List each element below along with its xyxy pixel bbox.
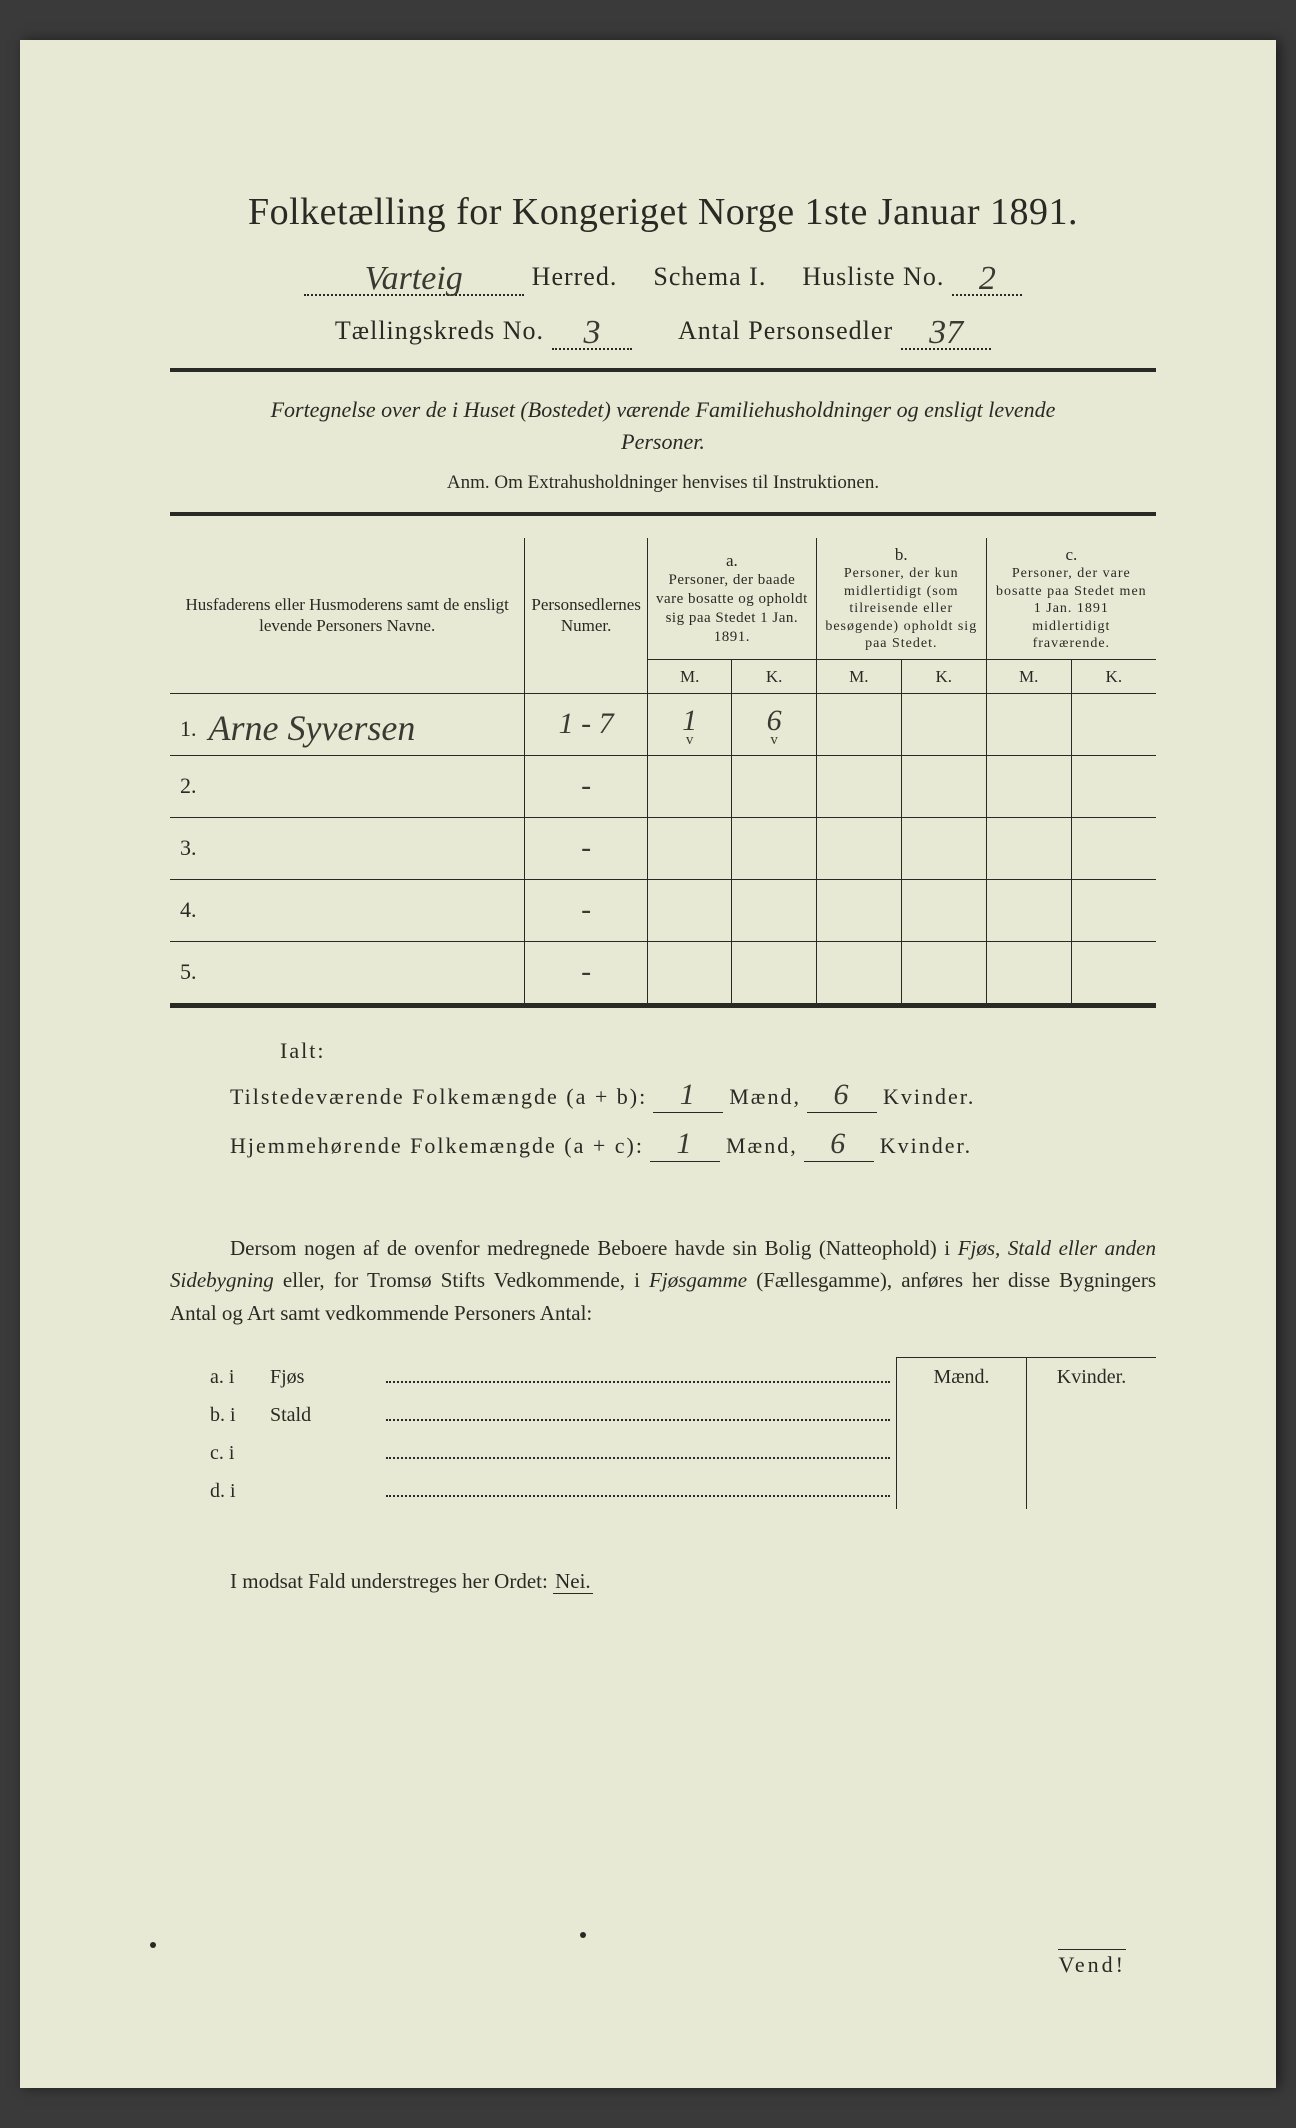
- rule-heavy: [170, 368, 1156, 372]
- anm-text: Om Extrahusholdninger henvises til Instr…: [494, 472, 879, 493]
- page-title: Folketælling for Kongeriget Norge 1ste J…: [170, 190, 1156, 234]
- nei-line: I modsat Fald understreges her Ordet: Ne…: [170, 1569, 1156, 1594]
- rule-heavy-2: [170, 512, 1156, 516]
- herred-value: Varteig: [365, 260, 463, 297]
- th-b-k: K.: [901, 659, 986, 693]
- building-row: b. iStald: [170, 1395, 896, 1433]
- schema-label: Schema I.: [653, 262, 766, 292]
- ialt-label: Ialt:: [170, 1038, 1156, 1064]
- ink-spot: [580, 1932, 586, 1938]
- bldg-kvinder: Kvinder.: [1027, 1358, 1156, 1509]
- th-c: c. Personer, der vare bosatte paa Stedet…: [986, 538, 1156, 659]
- th-num: Personsedlernes Numer.: [525, 538, 648, 694]
- table-row: 2.-: [170, 755, 1156, 817]
- buildings-mk-header: Mænd. Kvinder.: [896, 1357, 1156, 1509]
- table-row: 5.-: [170, 941, 1156, 1003]
- census-form-page: Folketælling for Kongeriget Norge 1ste J…: [20, 40, 1276, 2088]
- th-c-k: K.: [1071, 659, 1156, 693]
- main-table: Husfaderens eller Husmoderens samt de en…: [170, 538, 1156, 1004]
- th-c-m: M.: [986, 659, 1071, 693]
- buildings-block: a. iFjøsb. iStaldc. id. i Mænd. Kvinder.: [170, 1357, 1156, 1509]
- anm-label: Anm.: [447, 472, 490, 493]
- antal-label: Antal Personsedler: [678, 316, 893, 346]
- husliste-label: Husliste No.: [802, 262, 944, 292]
- instructions-paragraph: Dersom nogen af de ovenfor medregnede Be…: [170, 1232, 1156, 1330]
- kreds-label: Tællingskreds No.: [335, 316, 544, 346]
- vend-label: Vend!: [1058, 1949, 1126, 1978]
- th-b: b. Personer, der kun midlertidigt (som t…: [816, 538, 986, 659]
- husliste-value: 2: [979, 260, 996, 297]
- header-line-1: Varteig Herred. Schema I. Husliste No. 2: [170, 256, 1156, 296]
- subheading: Fortegnelse over de i Huset (Bostedet) v…: [253, 394, 1073, 458]
- th-a: a. Personer, der baade vare bosatte og o…: [647, 538, 816, 659]
- th-b-m: M.: [816, 659, 901, 693]
- bldg-maend: Mænd.: [897, 1358, 1027, 1509]
- ink-spot: [150, 1942, 156, 1948]
- table-row: 1.Arne Syversen1 - 71v6v: [170, 693, 1156, 755]
- th-a-k: K.: [732, 659, 816, 693]
- antal-value: 37: [929, 314, 963, 351]
- building-row: d. i: [170, 1471, 896, 1509]
- anm-line: Anm. Om Extrahusholdninger henvises til …: [170, 472, 1156, 494]
- th-a-m: M.: [647, 659, 732, 693]
- herred-label: Herred.: [532, 262, 618, 292]
- building-row: c. i: [170, 1433, 896, 1471]
- table-row: 4.-: [170, 879, 1156, 941]
- rule-under-table: [170, 1004, 1156, 1008]
- kreds-value: 3: [583, 314, 600, 351]
- table-row: 3.-: [170, 817, 1156, 879]
- total-line-1: Tilstedeværende Folkemængde (a + b): 1 M…: [170, 1078, 1156, 1113]
- header-line-2: Tællingskreds No. 3 Antal Personsedler 3…: [170, 310, 1156, 350]
- building-row: a. iFjøs: [170, 1357, 896, 1395]
- th-name: Husfaderens eller Husmoderens samt de en…: [170, 538, 525, 694]
- total-line-2: Hjemmehørende Folkemængde (a + c): 1 Mæn…: [170, 1127, 1156, 1162]
